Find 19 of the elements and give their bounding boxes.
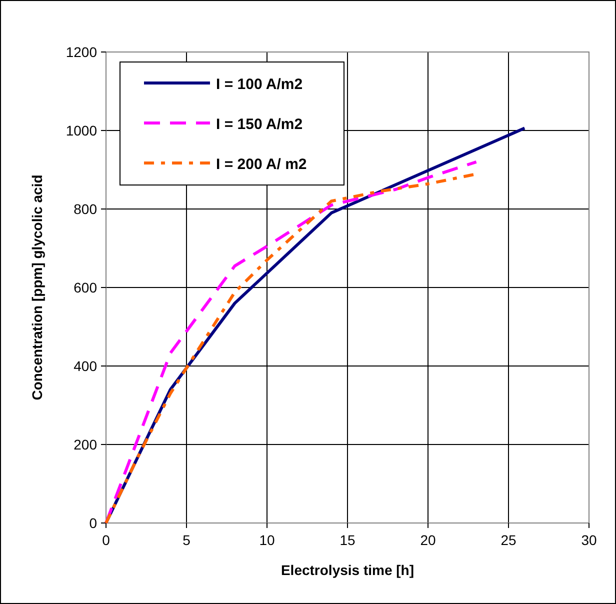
- x-tick-label: 0: [102, 532, 110, 548]
- x-tick-label: 5: [182, 532, 191, 548]
- y-tick-label: 1000: [66, 122, 98, 138]
- y-tick-label: 600: [74, 280, 98, 296]
- y-tick-label: 200: [74, 436, 98, 452]
- y-tick-label: 800: [74, 201, 98, 217]
- y-tick-label: 0: [89, 515, 98, 531]
- x-axis-title: Electrolysis time [h]: [280, 562, 414, 578]
- x-tick-label: 15: [340, 532, 356, 548]
- x-tick-label: 10: [259, 532, 275, 548]
- x-tick-label: 20: [420, 532, 436, 548]
- legend-label: I = 100 A/m2: [216, 76, 303, 93]
- x-tick-label: 30: [581, 532, 597, 548]
- y-tick-label: 400: [74, 358, 98, 374]
- legend-label: I = 150 A/m2: [216, 116, 303, 133]
- y-tick-label: 1200: [66, 44, 98, 60]
- x-tick-label: 25: [500, 532, 516, 548]
- legend-label: I = 200 A/ m2: [216, 156, 307, 173]
- y-axis-title: Concentration [ppm] glycolic acid: [29, 174, 45, 400]
